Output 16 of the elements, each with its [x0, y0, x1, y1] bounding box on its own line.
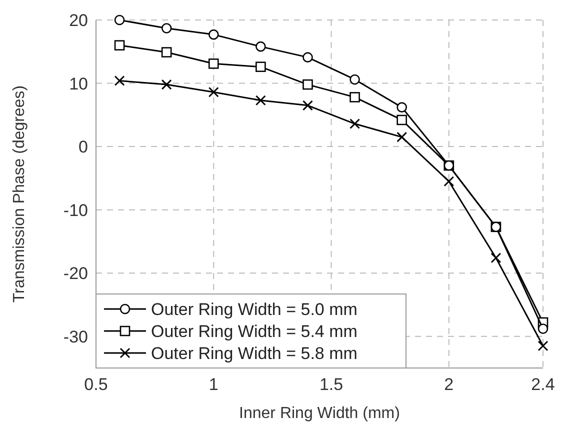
x-tick-label: 0.5 — [84, 375, 108, 394]
x-tick-label: 1 — [208, 375, 218, 394]
x-tick-label: 2 — [444, 375, 454, 394]
legend-label: Outer Ring Width = 5.0 mm — [151, 300, 358, 319]
x-tick-label: 1.5 — [319, 375, 344, 394]
y-tick-label: 20 — [69, 11, 88, 30]
legend-label: Outer Ring Width = 5.4 mm — [151, 322, 358, 341]
y-axis-title: Transmission Phase (degrees) — [11, 85, 28, 303]
x-axis-title: Inner Ring Width (mm) — [239, 405, 400, 422]
y-tick-label: -20 — [63, 264, 88, 284]
x-tick-label: 2.4 — [531, 375, 555, 394]
y-tick-label: -10 — [63, 200, 88, 220]
legend-label: Outer Ring Width = 5.8 mm — [151, 344, 358, 363]
y-tick-label: -30 — [63, 327, 88, 346]
y-tick-label: 10 — [69, 74, 88, 94]
y-tick-label: 0 — [78, 138, 88, 157]
